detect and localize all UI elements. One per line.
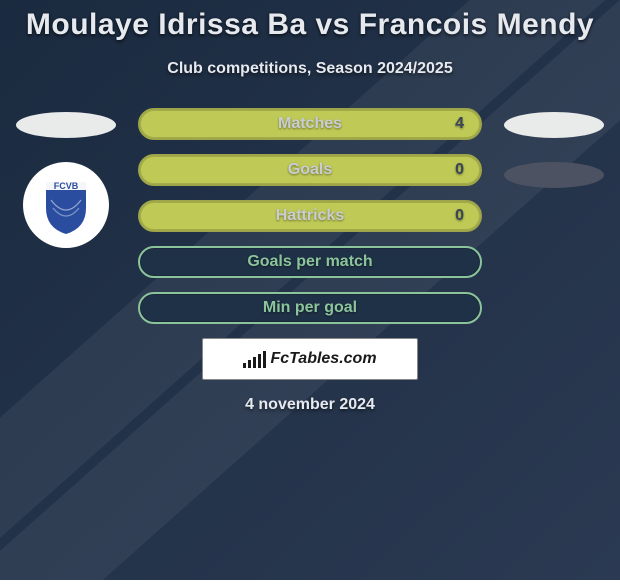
- stat-label: Goals per match: [247, 253, 372, 271]
- stat-value-right: 4: [455, 115, 464, 133]
- stat-value-right: 0: [455, 207, 464, 225]
- player-right-column: [502, 108, 606, 324]
- date-text: 4 november 2024: [0, 396, 620, 414]
- stat-value-right: 0: [455, 161, 464, 179]
- stat-label: Min per goal: [263, 299, 357, 317]
- site-badge-text: FcTables.com: [270, 350, 376, 368]
- site-badge: FcTables.com: [202, 338, 418, 380]
- svg-text:FCVB: FCVB: [54, 181, 79, 191]
- stat-label: Hattricks: [276, 207, 344, 225]
- subtitle: Club competitions, Season 2024/2025: [0, 60, 620, 78]
- left-ellipse: [16, 112, 116, 138]
- stat-row: Goals per match: [138, 246, 482, 278]
- stat-row: Goals 0: [138, 154, 482, 186]
- page-title: Moulaye Idrissa Ba vs Francois Mendy: [0, 0, 620, 42]
- stat-label: Goals: [288, 161, 332, 179]
- stat-row: Matches 4: [138, 108, 482, 140]
- stat-label: Matches: [278, 115, 342, 133]
- comparison-grid: FCVB Matches 4 Goals 0 Hattricks 0 Goals per m…: [0, 108, 620, 324]
- stat-row: Hattricks 0: [138, 200, 482, 232]
- club-badge-icon: FCVB: [31, 170, 101, 240]
- bar-chart-icon: [243, 350, 266, 368]
- right-ellipse-top: [504, 112, 604, 138]
- player-left-avatar: FCVB: [23, 162, 109, 248]
- right-ellipse-bottom: [504, 162, 604, 188]
- stat-row: Min per goal: [138, 292, 482, 324]
- stats-column: Matches 4 Goals 0 Hattricks 0 Goals per match M…: [138, 108, 482, 324]
- player-left-column: FCVB: [14, 108, 118, 324]
